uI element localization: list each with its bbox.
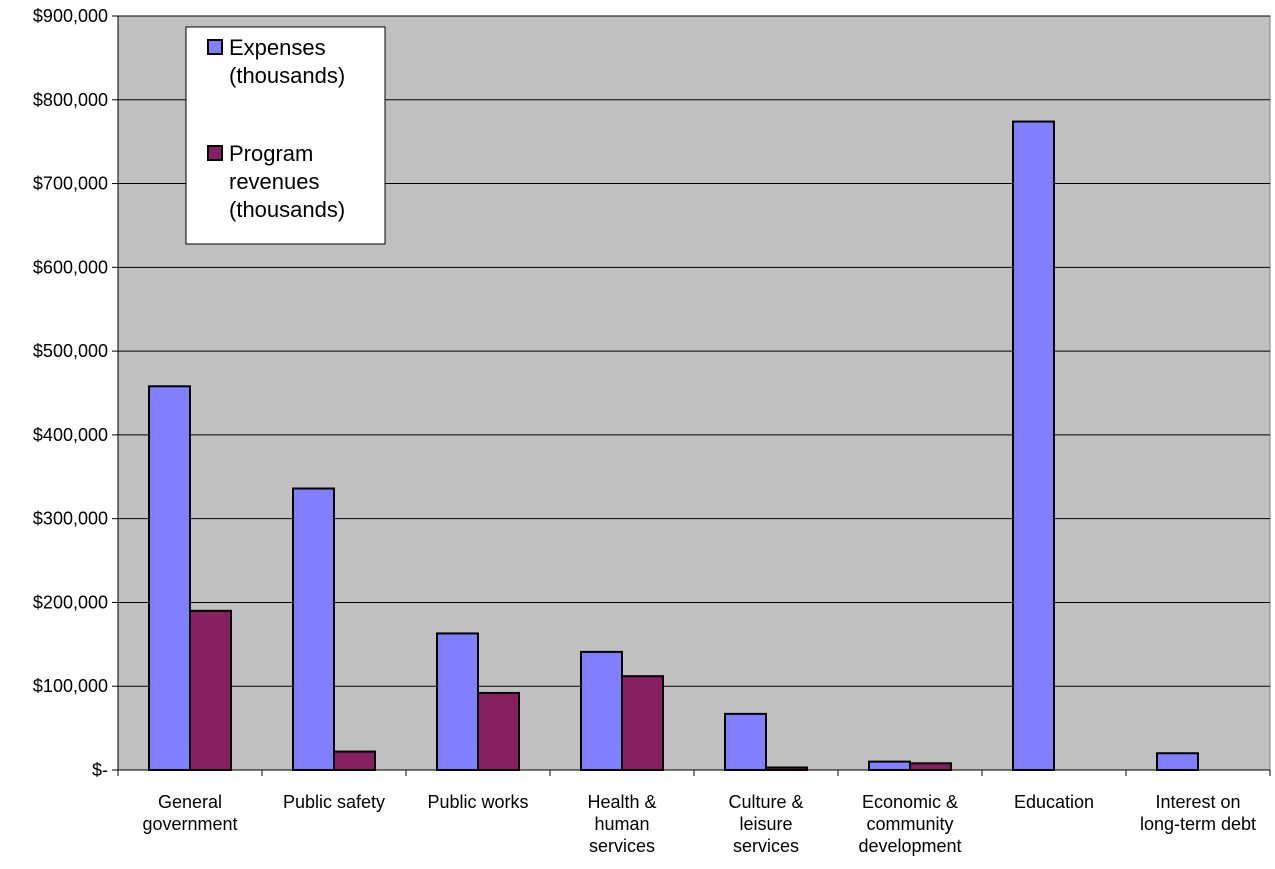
bar-expenses [292, 487, 335, 771]
legend-swatch [207, 39, 223, 55]
x-tick-label: Economic & community development [858, 792, 961, 856]
bar-program-revenues [189, 609, 232, 771]
bar-expenses [148, 385, 191, 771]
x-tick-label: Public safety [283, 792, 385, 812]
y-tick-label: $200,000 [33, 592, 108, 612]
legend-label: (thousands) [229, 63, 345, 88]
y-tick-label: $900,000 [33, 6, 108, 26]
legend-box [185, 26, 386, 245]
y-tick-label: $700,000 [33, 174, 108, 194]
y-tick-label: $300,000 [33, 509, 108, 529]
y-tick-label: $600,000 [33, 257, 108, 277]
legend-label: Program [229, 141, 313, 166]
legend-label: revenues [229, 169, 320, 194]
legend-swatch [207, 145, 223, 161]
bar-program-revenues [333, 750, 376, 772]
y-tick-label: $400,000 [33, 425, 108, 445]
x-tick-label: Public works [427, 792, 528, 812]
x-tick-label: Culture & leisure services [728, 792, 803, 856]
y-tick-label: $100,000 [33, 676, 108, 696]
bar-expenses [436, 632, 479, 771]
y-tick-label: $- [92, 760, 108, 780]
bar-expenses [1012, 120, 1055, 771]
legend-label: (thousands) [229, 197, 345, 222]
legend: Expenses (thousands) Program revenues (thous… [185, 26, 386, 245]
bar-expenses [868, 760, 911, 771]
y-tick-label: $500,000 [33, 341, 108, 361]
bar-expenses [724, 712, 767, 772]
bar-expenses [1156, 752, 1199, 772]
x-tick-label: General government [142, 792, 237, 834]
bars [148, 120, 1199, 772]
bar-program-revenues [909, 762, 952, 772]
y-axis: $- $100,000 $200,000 $300,000 $400,000 $500,0… [33, 6, 119, 780]
x-tick-label: Health & human services [587, 792, 656, 856]
x-axis: General government Public safety Public wor… [117, 769, 1271, 856]
legend-label: Expenses [229, 35, 326, 60]
x-tick-label: Education [1014, 792, 1094, 812]
bar-program-revenues [621, 675, 664, 771]
bar-program-revenues [477, 691, 520, 771]
y-tick-label: $800,000 [33, 90, 108, 110]
bar-expenses [580, 650, 623, 772]
x-tick-label: Interest on long-term debt [1140, 792, 1256, 834]
